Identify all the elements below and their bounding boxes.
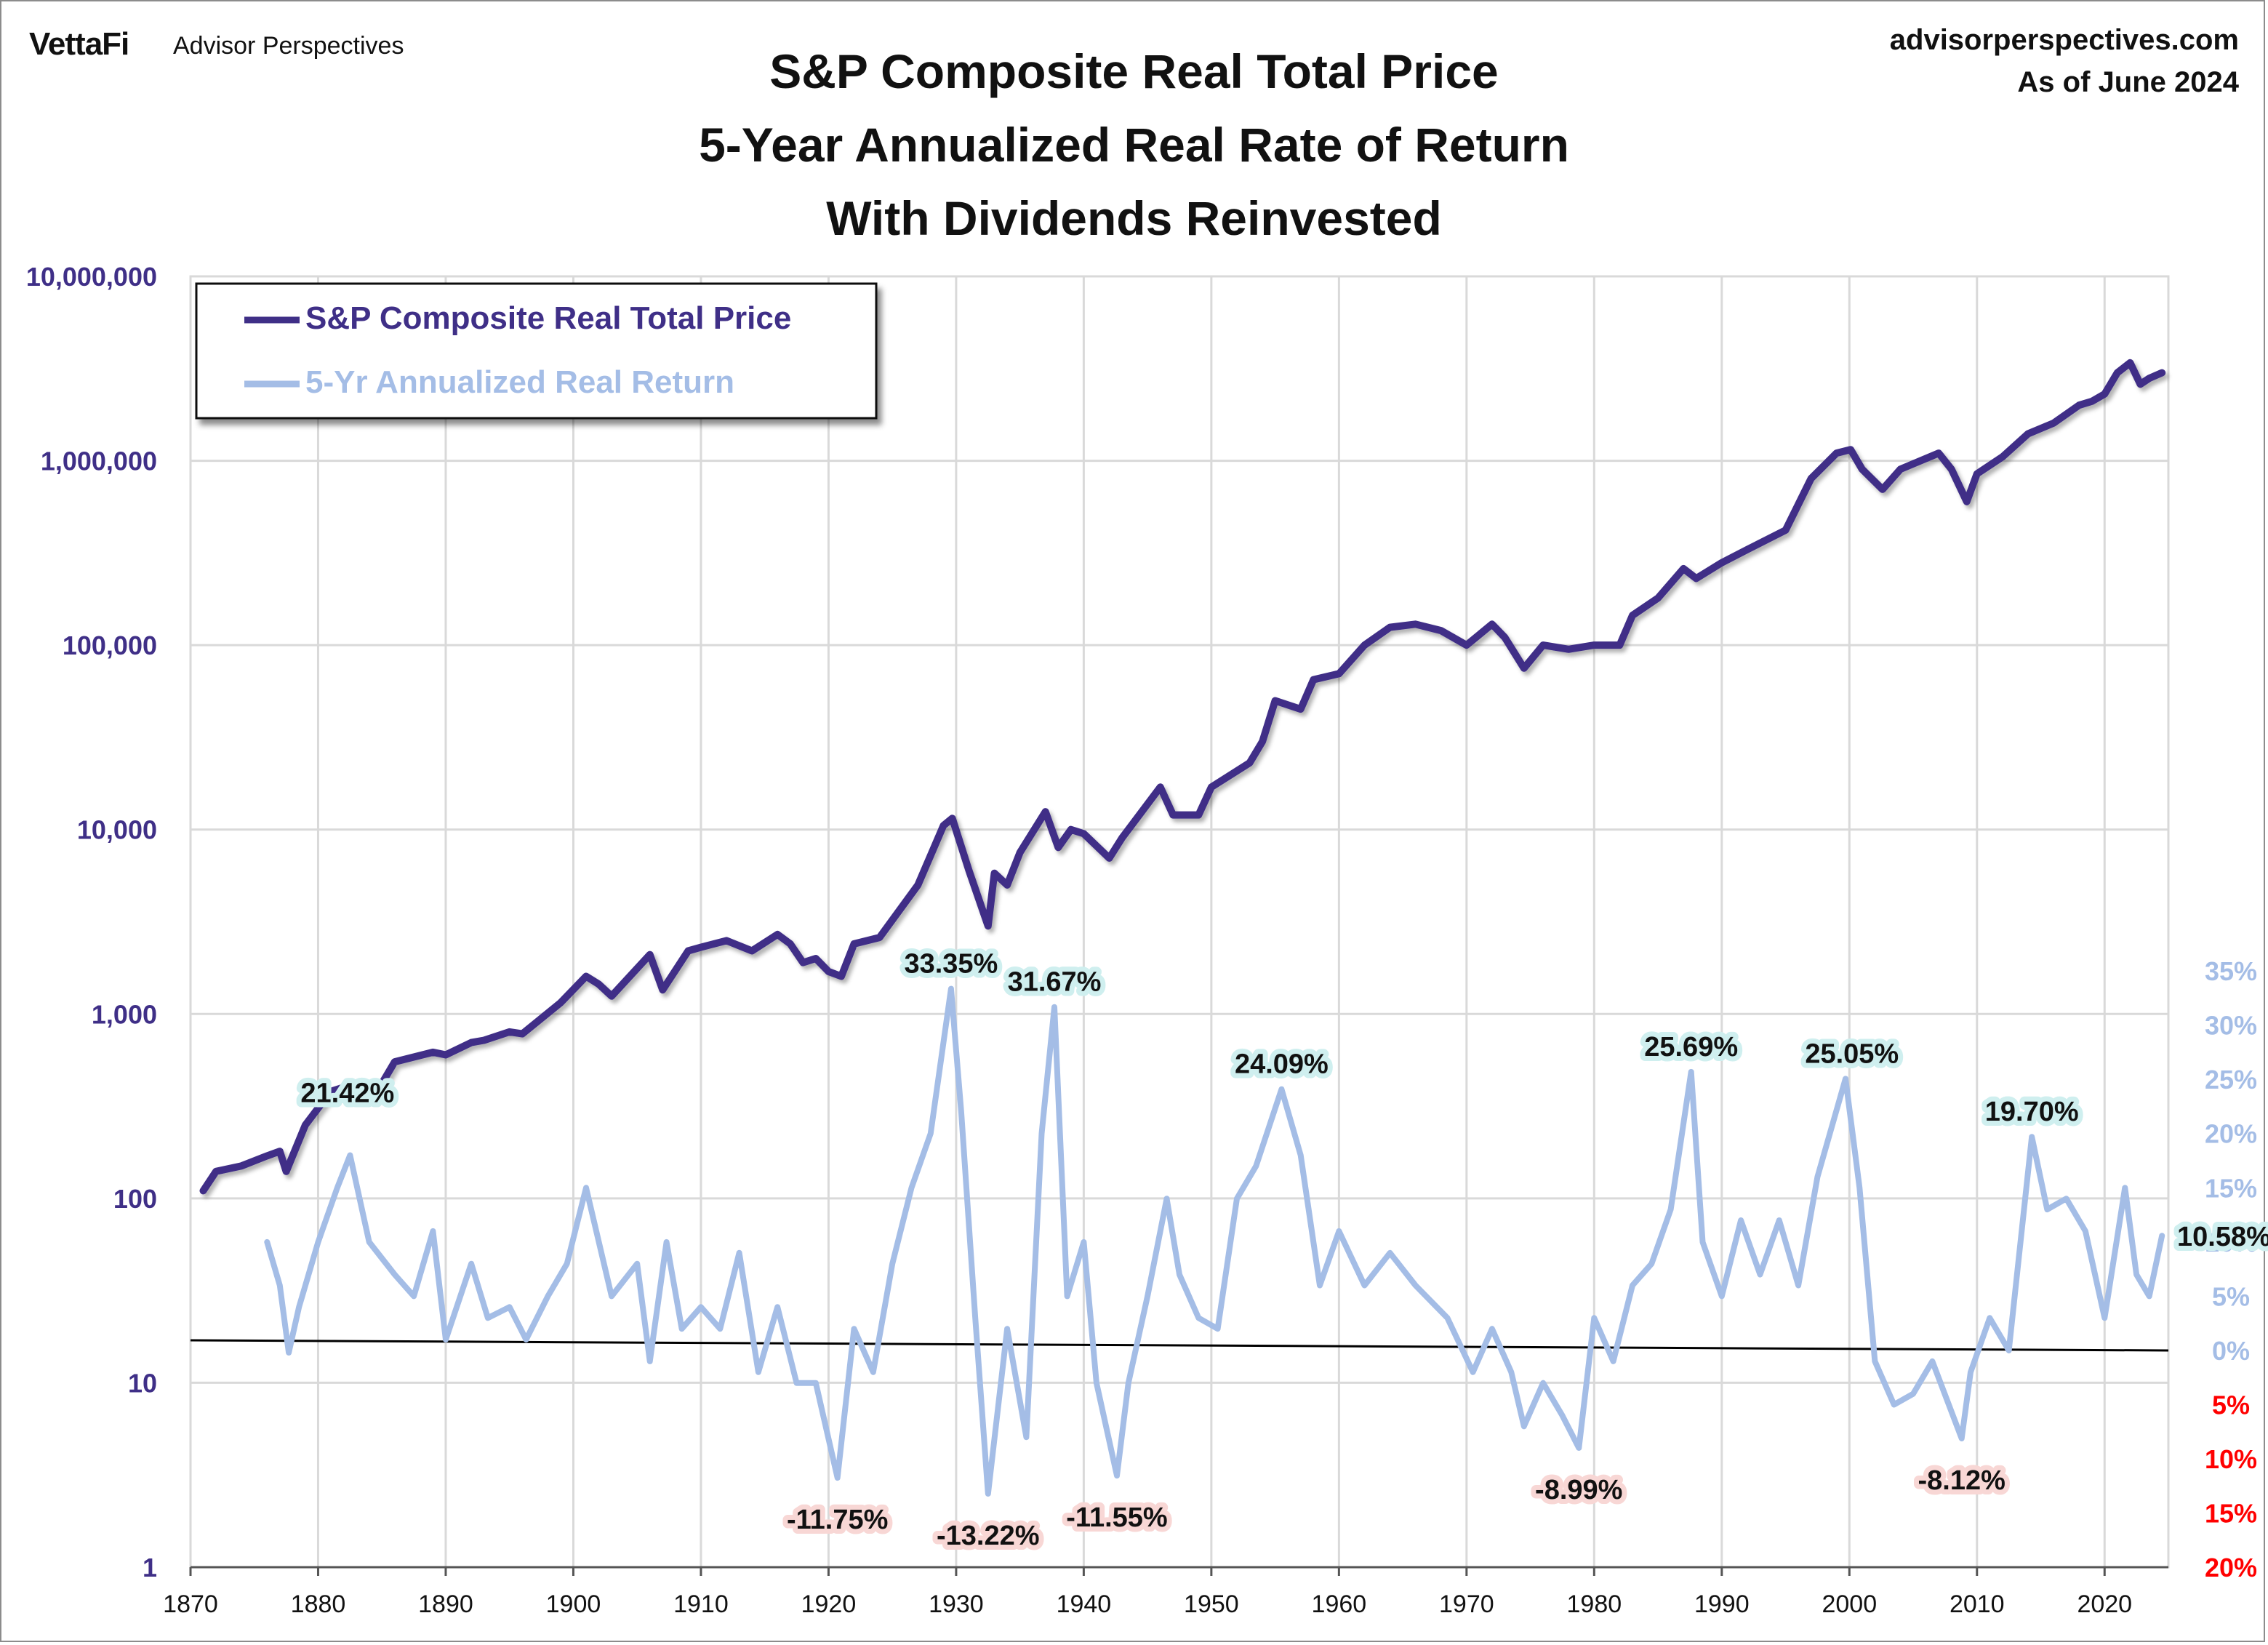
title-line-3: With Dividends Reinvested xyxy=(826,191,1442,245)
right-tick-label: 15% xyxy=(2205,1173,2257,1203)
x-tick-label: 1950 xyxy=(1184,1590,1239,1618)
axes: 1 10 100 1,000 10,000 100,000 1,000,000 10,000,… xyxy=(26,262,2257,1618)
x-tick-label: 1870 xyxy=(163,1590,218,1618)
title-line-2: 5-Year Annualized Real Rate of Return xyxy=(699,118,1569,172)
title-line-1: S&P Composite Real Total Price xyxy=(769,44,1499,98)
plot-area xyxy=(189,275,2170,1569)
right-tick-label-negative: 10% xyxy=(2205,1444,2257,1474)
x-tick-label: 2020 xyxy=(2077,1590,2132,1618)
x-tick-label: 1980 xyxy=(1567,1590,1622,1618)
right-tick-label: 0% xyxy=(2212,1336,2250,1366)
data-label: -13.22% xyxy=(937,1521,1040,1551)
right-tick-label-negative: 20% xyxy=(2205,1553,2257,1582)
data-label: 19.70% xyxy=(1985,1097,2079,1127)
annotations: 21.42% 33.35% 31.67% 24.09% 25.69% 25.05% 19.7… xyxy=(295,944,2268,1556)
as-of-date: As of June 2024 xyxy=(2017,66,2239,98)
left-tick-label: 1,000 xyxy=(92,999,157,1029)
x-tick-label: 2000 xyxy=(1822,1590,1877,1618)
left-tick-label: 100,000 xyxy=(63,631,157,660)
series-group xyxy=(190,359,2169,1497)
grid-lines xyxy=(189,275,2170,1569)
right-tick-label: 10% xyxy=(2205,1228,2257,1257)
x-tick-label: 1940 xyxy=(1057,1590,1112,1618)
x-tick-label: 2010 xyxy=(1950,1590,2005,1618)
zero-return-line xyxy=(190,1339,2169,1352)
legend: S&P Composite Real Total Price 5-Yr Annua… xyxy=(195,282,878,420)
right-tick-label: 25% xyxy=(2205,1065,2257,1094)
right-tick-label: 35% xyxy=(2205,956,2257,986)
data-label: 31.67% xyxy=(1008,967,1102,998)
data-label: -11.55% xyxy=(1066,1502,1167,1533)
data-label: -8.12% xyxy=(1918,1465,2005,1496)
brand-subtitle: Advisor Perspectives xyxy=(173,32,404,60)
right-tick-label-negative: 15% xyxy=(2205,1499,2257,1529)
x-tick-label: 1970 xyxy=(1439,1590,1494,1618)
brand-logo: VettaFi xyxy=(29,26,129,62)
right-tick-label: 20% xyxy=(2205,1119,2257,1149)
data-label: 25.05% xyxy=(1805,1038,1899,1069)
legend-label-return: 5-Yr Annualized Real Return xyxy=(305,364,734,400)
right-tick-label: 5% xyxy=(2212,1281,2250,1311)
x-tick-label: 1960 xyxy=(1312,1590,1367,1618)
x-tick-label: 1880 xyxy=(291,1590,346,1618)
left-tick-label: 10 xyxy=(128,1368,157,1398)
x-tick-label: 1920 xyxy=(801,1590,857,1618)
data-label: 25.69% xyxy=(1644,1032,1738,1062)
right-tick-label-negative: 5% xyxy=(2212,1390,2250,1420)
left-tick-label: 1 xyxy=(143,1553,157,1582)
series-line-price xyxy=(199,359,2166,1195)
x-tick-label: 1990 xyxy=(1694,1590,1750,1618)
right-tick-label: 30% xyxy=(2205,1011,2257,1041)
data-label: 24.09% xyxy=(1235,1049,1329,1080)
data-label: -8.99% xyxy=(1535,1475,1622,1505)
left-tick-label: 10,000,000 xyxy=(26,262,157,292)
x-tick-label: 1910 xyxy=(673,1590,729,1618)
data-label: -11.75% xyxy=(787,1505,888,1535)
x-tick-label: 1890 xyxy=(418,1590,473,1618)
data-label: 33.35% xyxy=(904,949,998,980)
left-tick-label: 100 xyxy=(113,1184,157,1214)
site-url: advisorperspectives.com xyxy=(1889,24,2239,56)
legend-box xyxy=(195,282,878,420)
x-tick-label: 1930 xyxy=(929,1590,984,1618)
legend-label-price: S&P Composite Real Total Price xyxy=(305,300,791,336)
x-tick-label: 1900 xyxy=(546,1590,601,1618)
source-block: advisorperspectives.com As of June 2024 xyxy=(1890,19,2239,103)
chart-title: S&P Composite Real Total Price 5-Year An… xyxy=(0,35,2268,255)
left-tick-label: 1,000,000 xyxy=(41,447,157,476)
series-line-return xyxy=(264,985,2165,1497)
data-label: 10.58% xyxy=(2177,1222,2268,1252)
data-label: 21.42% xyxy=(300,1078,394,1109)
left-tick-label: 10,000 xyxy=(77,815,157,845)
